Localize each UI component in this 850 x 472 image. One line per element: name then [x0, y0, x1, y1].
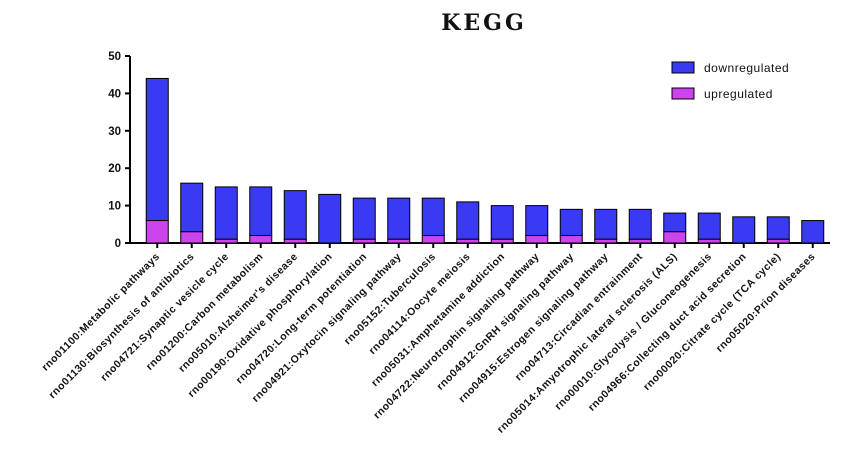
- bar-upregulated: [628, 238, 652, 244]
- legend-swatch-upregulated: [671, 87, 695, 100]
- x-category-label: rno01100:Metabolic pathways: [40, 251, 163, 374]
- bar-downregulated: [525, 205, 549, 237]
- x-category-label: rno04721:Synaptic vesicle cycle: [98, 251, 231, 384]
- bar-downregulated: [732, 216, 756, 244]
- bar-downregulated: [318, 193, 342, 244]
- bar-upregulated: [214, 238, 238, 244]
- bar-downregulated: [214, 186, 238, 240]
- bar-downregulated: [490, 205, 514, 240]
- legend-label-upregulated: upregulated: [704, 87, 773, 101]
- bar-downregulated: [283, 190, 307, 240]
- y-tick-label: 10: [108, 201, 121, 213]
- bar-upregulated: [766, 238, 790, 244]
- legend: downregulated upregulated: [671, 61, 789, 101]
- bar-downregulated: [249, 186, 273, 237]
- bars: [145, 77, 825, 244]
- bar-downregulated: [766, 216, 790, 240]
- bar-upregulated: [352, 238, 376, 244]
- chart-title: KEGG: [441, 10, 526, 36]
- bar-upregulated: [421, 235, 445, 244]
- bar-upregulated: [559, 235, 583, 244]
- y-tick-label: 30: [108, 126, 121, 138]
- y-tick-label: 0: [115, 238, 121, 250]
- bar-upregulated: [387, 238, 411, 244]
- bar-downregulated: [559, 208, 583, 237]
- bar-downregulated: [663, 212, 687, 233]
- bar-upregulated: [490, 238, 514, 244]
- y-tick-label: 20: [108, 163, 121, 175]
- legend-label-downregulated: downregulated: [704, 61, 789, 75]
- bar-downregulated: [145, 77, 169, 222]
- bar-upregulated: [697, 238, 721, 244]
- bar-downregulated: [421, 197, 445, 237]
- bar-upregulated: [525, 235, 549, 244]
- category-labels: rno01100:Metabolic pathwaysrno01130:Bios…: [40, 251, 818, 436]
- bar-upregulated: [456, 238, 480, 244]
- y-tick-label: 50: [108, 51, 121, 63]
- bar-downregulated: [180, 182, 204, 233]
- bar-downregulated: [801, 220, 825, 244]
- bar-upregulated: [249, 235, 273, 244]
- y-tick-label: 40: [108, 88, 121, 100]
- bar-upregulated: [283, 238, 307, 244]
- bar-downregulated: [697, 212, 721, 240]
- bar-upregulated: [145, 220, 169, 244]
- bar-downregulated: [456, 201, 480, 240]
- x-category-label: rno04713:Circadian entrainment: [513, 251, 646, 384]
- legend-swatch-downregulated: [671, 61, 695, 74]
- bar-downregulated: [594, 208, 618, 240]
- bar-downregulated: [387, 197, 411, 240]
- bar-upregulated: [663, 231, 687, 244]
- x-category-label: rno01130:Biosynthesis of antibiotics: [47, 251, 197, 401]
- bar-upregulated: [180, 231, 204, 244]
- bar-downregulated: [628, 208, 652, 240]
- bar-downregulated: [352, 197, 376, 240]
- bar-upregulated: [594, 238, 618, 244]
- x-category-label: rno04966:Collecting duct acid secretion: [586, 251, 749, 414]
